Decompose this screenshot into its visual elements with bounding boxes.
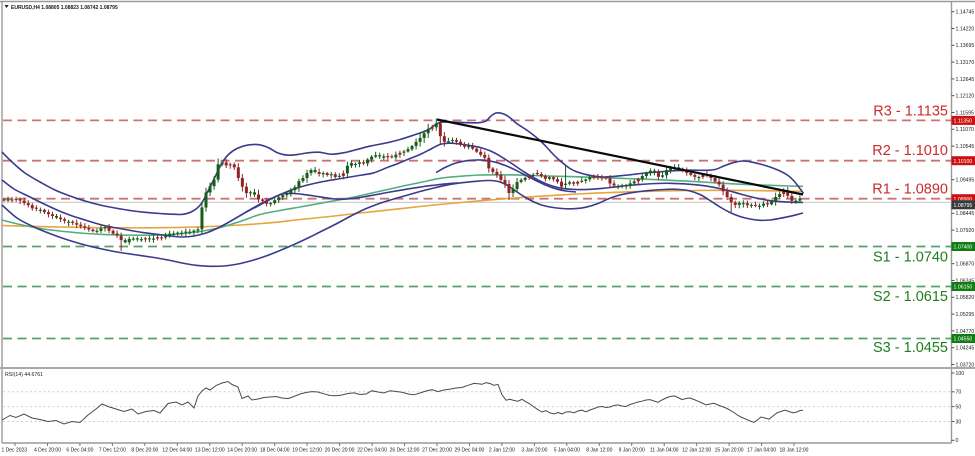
svg-text:2 Jan 12:00: 2 Jan 12:00 <box>489 448 515 454</box>
svg-text:1.09495: 1.09495 <box>956 178 975 184</box>
svg-text:1.13170: 1.13170 <box>956 60 975 66</box>
svg-text:EURUSD,H4 1.08805 1.08823 1.0: EURUSD,H4 1.08805 1.08823 1.08742 1.0879… <box>11 5 118 11</box>
svg-text:5 Jan 04:00: 5 Jan 04:00 <box>554 448 580 454</box>
svg-text:8 Dec 20:00: 8 Dec 20:00 <box>131 448 158 454</box>
svg-text:1.08795: 1.08795 <box>954 203 973 209</box>
svg-text:1.10100: 1.10100 <box>954 159 973 165</box>
svg-text:22 Dec 04:00: 22 Dec 04:00 <box>357 448 387 454</box>
svg-text:12 Jan 12:00: 12 Jan 12:00 <box>682 448 711 454</box>
svg-text:1.11350: 1.11350 <box>954 119 972 125</box>
svg-text:3 Jan 20:00: 3 Jan 20:00 <box>521 448 547 454</box>
svg-text:1.07400: 1.07400 <box>954 245 973 251</box>
svg-text:1 Dec 2023: 1 Dec 2023 <box>2 448 28 454</box>
svg-text:1.13695: 1.13695 <box>956 43 975 49</box>
svg-text:1.08445: 1.08445 <box>956 211 975 217</box>
svg-text:4 Dec 20:00: 4 Dec 20:00 <box>34 448 61 454</box>
svg-text:14 Dec 20:00: 14 Dec 20:00 <box>227 448 257 454</box>
svg-text:1.05820: 1.05820 <box>956 295 975 301</box>
svg-text:8 Jan 12:00: 8 Jan 12:00 <box>586 448 612 454</box>
svg-text:30: 30 <box>956 419 962 425</box>
svg-text:1.06870: 1.06870 <box>956 262 975 268</box>
svg-text:1.03720: 1.03720 <box>956 362 975 368</box>
svg-text:20 Dec 20:00: 20 Dec 20:00 <box>325 448 355 454</box>
svg-text:19 Dec 12:00: 19 Dec 12:00 <box>292 448 322 454</box>
svg-text:1.06150: 1.06150 <box>954 285 973 291</box>
svg-text:26 Dec 12:00: 26 Dec 12:00 <box>390 448 420 454</box>
svg-text:R2 - 1.1010: R2 - 1.1010 <box>872 143 948 159</box>
svg-text:18 Dec 04:00: 18 Dec 04:00 <box>260 448 290 454</box>
svg-text:1.07920: 1.07920 <box>956 228 975 234</box>
svg-text:29 Dec 04:00: 29 Dec 04:00 <box>455 448 485 454</box>
svg-text:1.04550: 1.04550 <box>954 337 973 343</box>
svg-text:0: 0 <box>956 438 959 444</box>
svg-text:1.04245: 1.04245 <box>956 346 975 352</box>
svg-text:18 Jan 12:00: 18 Jan 12:00 <box>780 448 809 454</box>
svg-text:1.12645: 1.12645 <box>956 77 975 83</box>
svg-text:50: 50 <box>956 405 962 411</box>
svg-text:7 Dec 12:00: 7 Dec 12:00 <box>99 448 126 454</box>
svg-text:1.05295: 1.05295 <box>956 312 975 318</box>
svg-text:27 Dec 20:00: 27 Dec 20:00 <box>422 448 452 454</box>
svg-text:9 Jan 20:00: 9 Jan 20:00 <box>619 448 645 454</box>
svg-text:S1 - 1.0740: S1 - 1.0740 <box>873 250 948 266</box>
svg-text:1.14745: 1.14745 <box>956 10 975 16</box>
svg-text:1.12120: 1.12120 <box>956 94 975 100</box>
svg-text:12 Dec 04:00: 12 Dec 04:00 <box>162 448 192 454</box>
svg-text:1.04770: 1.04770 <box>956 329 975 335</box>
svg-text:S2 - 1.0615: S2 - 1.0615 <box>873 289 948 305</box>
svg-text:70: 70 <box>956 390 962 396</box>
svg-text:R3 - 1.1135: R3 - 1.1135 <box>873 104 948 120</box>
svg-text:1.14220: 1.14220 <box>956 26 975 32</box>
svg-text:1.11070: 1.11070 <box>956 127 974 133</box>
svg-text:S3 - 1.0455: S3 - 1.0455 <box>873 340 948 356</box>
svg-text:RSI(14) 44.6761: RSI(14) 44.6761 <box>5 372 43 378</box>
svg-text:13 Dec 12:00: 13 Dec 12:00 <box>195 448 225 454</box>
svg-text:100: 100 <box>956 371 965 377</box>
svg-text:1.10545: 1.10545 <box>956 144 975 150</box>
svg-text:11 Jan 04:00: 11 Jan 04:00 <box>650 448 679 454</box>
svg-text:1.06345: 1.06345 <box>956 278 975 284</box>
svg-text:1.08900: 1.08900 <box>954 197 973 203</box>
svg-text:17 Jan 04:00: 17 Jan 04:00 <box>747 448 776 454</box>
svg-text:15 Jan 20:00: 15 Jan 20:00 <box>715 448 744 454</box>
svg-text:1.11595: 1.11595 <box>956 110 974 116</box>
svg-text:6 Dec 04:00: 6 Dec 04:00 <box>66 448 93 454</box>
svg-text:R1 - 1.0890: R1 - 1.0890 <box>872 182 948 198</box>
